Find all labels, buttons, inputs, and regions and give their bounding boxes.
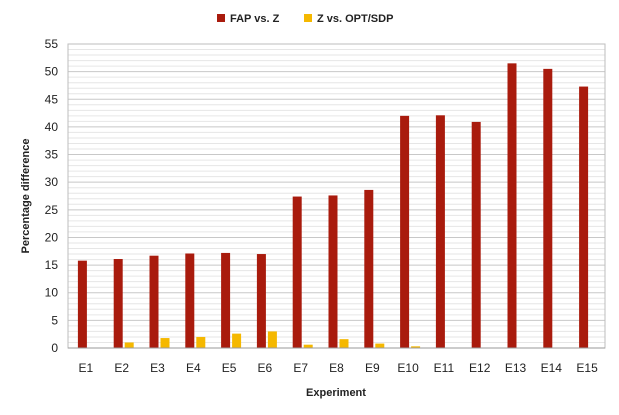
x-tick-label: E4 xyxy=(186,361,201,375)
bar-fap-vs-z xyxy=(113,259,123,348)
bar-z-vs-opt-sdp xyxy=(267,331,277,348)
x-tick-label: E2 xyxy=(114,361,129,375)
bar-fap-vs-z xyxy=(543,68,553,348)
legend-swatch-z xyxy=(304,14,312,22)
x-tick-label: E6 xyxy=(258,361,273,375)
bar-fap-vs-z xyxy=(328,195,338,348)
x-tick-label: E11 xyxy=(434,361,455,375)
y-tick-label: 25 xyxy=(45,203,59,217)
bar-z-vs-opt-sdp xyxy=(375,343,385,348)
x-axis-title: Experiment xyxy=(306,387,366,399)
bar-z-vs-opt-sdp xyxy=(160,338,170,348)
y-tick-label: 10 xyxy=(45,286,59,300)
bars xyxy=(77,63,589,349)
y-tick-label: 35 xyxy=(45,148,59,162)
bar-z-vs-opt-sdp xyxy=(339,339,349,348)
bar-fap-vs-z xyxy=(77,260,87,348)
bar-fap-vs-z xyxy=(149,255,159,348)
bar-fap-vs-z xyxy=(364,189,374,348)
bar-fap-vs-z xyxy=(579,86,589,348)
x-tick-label: E9 xyxy=(365,361,380,375)
y-tick-label: 50 xyxy=(45,65,59,79)
x-tick-label: E15 xyxy=(576,361,598,375)
bar-z-vs-opt-sdp xyxy=(411,346,421,348)
legend: FAP vs. Z Z vs. OPT/SDP xyxy=(217,13,393,25)
x-tick-label: E5 xyxy=(222,361,237,375)
bar-fap-vs-z xyxy=(471,121,481,349)
bar-z-vs-opt-sdp xyxy=(232,333,242,348)
x-tick-label: E3 xyxy=(150,361,165,375)
x-tick-labels: E1 E2 E3 E4 E5 E6 E7 E8 E9 E10 E11 E12 E13 E14 E15 xyxy=(79,361,599,375)
y-tick-label: 30 xyxy=(45,175,59,189)
legend-label-z: Z vs. OPT/SDP xyxy=(317,13,393,25)
y-tick-label: 45 xyxy=(45,92,59,106)
bar-z-vs-opt-sdp xyxy=(124,342,134,348)
y-tick-label: 0 xyxy=(51,341,58,355)
y-tick-label: 15 xyxy=(45,258,59,272)
bar-fap-vs-z xyxy=(292,196,302,348)
bar-fap-vs-z xyxy=(507,63,517,348)
y-tick-label: 40 xyxy=(45,120,59,134)
x-tick-label: E10 xyxy=(397,361,419,375)
legend-label-fap: FAP vs. Z xyxy=(230,13,280,25)
y-tick-label: 55 xyxy=(45,37,59,51)
x-tick-label: E7 xyxy=(293,361,308,375)
bar-fap-vs-z xyxy=(256,254,266,348)
bar-z-vs-opt-sdp xyxy=(196,336,206,348)
legend-swatch-fap xyxy=(217,14,225,22)
bar-fap-vs-z xyxy=(221,252,231,348)
x-tick-label: E8 xyxy=(329,361,344,375)
y-tick-label: 20 xyxy=(45,230,59,244)
y-tick-labels: 0 5 10 15 20 25 30 35 40 45 50 55 xyxy=(45,37,59,355)
bar-z-vs-opt-sdp xyxy=(303,344,313,348)
x-tick-label: E12 xyxy=(469,361,491,375)
x-tick-label: E1 xyxy=(79,361,94,375)
y-axis-title: Percentage difference xyxy=(20,139,32,254)
bar-fap-vs-z xyxy=(185,253,195,348)
bar-fap-vs-z xyxy=(400,115,410,348)
y-tick-label: 5 xyxy=(51,313,58,327)
bar-fap-vs-z xyxy=(435,115,445,348)
x-tick-label: E13 xyxy=(505,361,527,375)
x-tick-label: E14 xyxy=(541,361,563,375)
